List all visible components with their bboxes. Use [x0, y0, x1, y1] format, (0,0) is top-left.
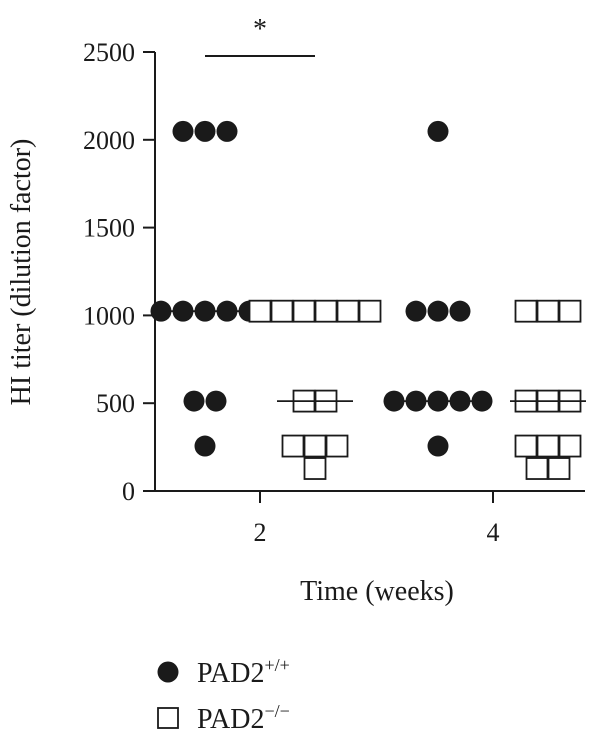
data-point [183, 390, 205, 412]
legend-item: PAD2−/− [157, 701, 290, 735]
legend-marker [157, 661, 179, 683]
data-point [303, 434, 327, 458]
data-point [216, 120, 238, 142]
legend-label: PAD2−/− [197, 701, 290, 735]
data-point [270, 299, 294, 323]
data-point [405, 300, 427, 322]
data-point [150, 300, 172, 322]
data-point [427, 120, 449, 142]
series-pad2-wildtype [150, 120, 493, 457]
legend: PAD2+/+ PAD2−/− [157, 655, 290, 735]
data-point [427, 435, 449, 457]
data-point [292, 299, 316, 323]
data-point [558, 434, 582, 458]
data-point [449, 300, 471, 322]
data-point [205, 390, 227, 412]
x-axis-title: Time (weeks) [300, 576, 454, 607]
data-point [194, 435, 216, 457]
data-point [172, 120, 194, 142]
legend-marker [157, 707, 179, 729]
data-point [536, 299, 560, 323]
data-point [281, 434, 305, 458]
data-points [150, 120, 586, 480]
annotations: * [205, 14, 315, 57]
y-tick-label: 1000 [83, 301, 135, 330]
legend-label: PAD2+/+ [197, 655, 290, 689]
data-point [547, 457, 571, 480]
data-point [558, 299, 582, 323]
data-point [427, 300, 449, 322]
data-point [514, 299, 538, 323]
data-point [471, 390, 493, 412]
y-tick-label: 1500 [83, 214, 135, 243]
data-point [325, 434, 349, 458]
data-point [248, 299, 272, 323]
y-tick-label: 2000 [83, 126, 135, 155]
series-pad2-knockout [248, 299, 586, 480]
data-point [536, 434, 560, 458]
axes: 0 500 1000 1500 2000 2500 2 4 [83, 38, 585, 547]
legend-item: PAD2+/+ [157, 655, 290, 689]
data-point [336, 299, 360, 323]
significance-asterisk: * [253, 14, 267, 45]
y-axis-title: HI titer (dilution factor) [6, 139, 37, 406]
data-point [514, 434, 538, 458]
x-tick-label: 4 [487, 518, 500, 547]
data-point [383, 390, 405, 412]
y-tick-label: 2500 [83, 38, 135, 67]
y-tick-label: 500 [96, 389, 135, 418]
data-point [525, 457, 549, 480]
data-point [194, 120, 216, 142]
data-point [314, 299, 338, 323]
data-point [303, 457, 327, 480]
data-point [358, 299, 382, 323]
y-tick-label: 0 [122, 477, 135, 506]
x-tick-label: 2 [254, 518, 267, 547]
